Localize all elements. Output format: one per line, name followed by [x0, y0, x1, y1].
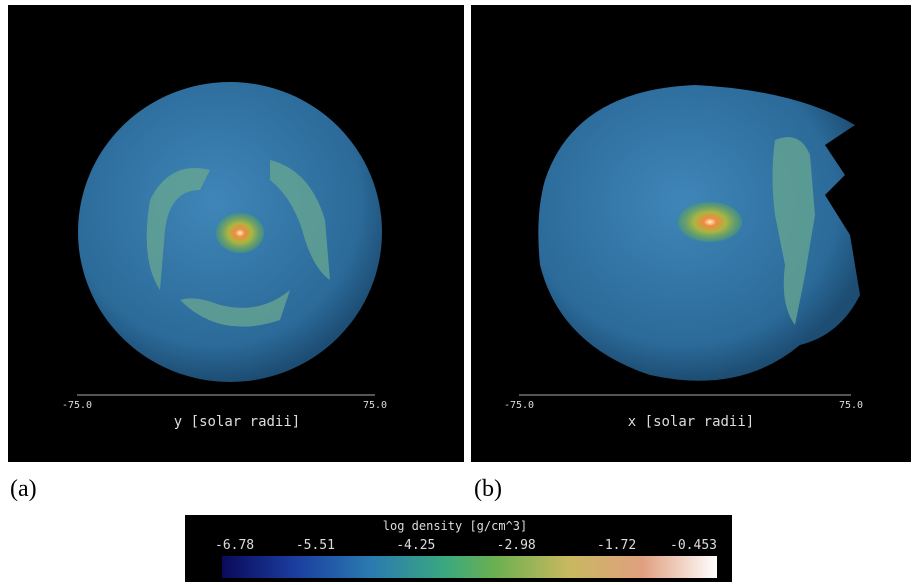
colorbar — [222, 556, 717, 578]
colorbar-tick-label: -1.72 — [597, 538, 636, 553]
colorbar-title: log density [g/cm^3] — [383, 519, 528, 533]
axis-max: 75.0 — [363, 400, 387, 411]
axis-min: -75.0 — [62, 400, 92, 411]
axis-label: y [solar radii] — [174, 414, 300, 430]
axis-max: 75.0 — [839, 400, 863, 411]
colorbar-tick-label: -4.25 — [396, 538, 435, 553]
shell-clumps — [146, 160, 330, 327]
colorbar-tick-label: -0.453 — [670, 538, 717, 553]
axis-label: x [solar radii] — [628, 414, 754, 430]
panel-label: (b) — [474, 476, 502, 502]
shell-clumps — [772, 137, 815, 325]
panel-label: (a) — [10, 476, 37, 502]
axis-min: -75.0 — [504, 400, 534, 411]
core — [678, 202, 742, 242]
colorbar-tick-label: -2.98 — [497, 538, 536, 553]
colorbar-tick-label: -5.51 — [296, 538, 335, 553]
core — [216, 213, 264, 253]
colorbar-tick-label: -6.78 — [215, 538, 254, 553]
